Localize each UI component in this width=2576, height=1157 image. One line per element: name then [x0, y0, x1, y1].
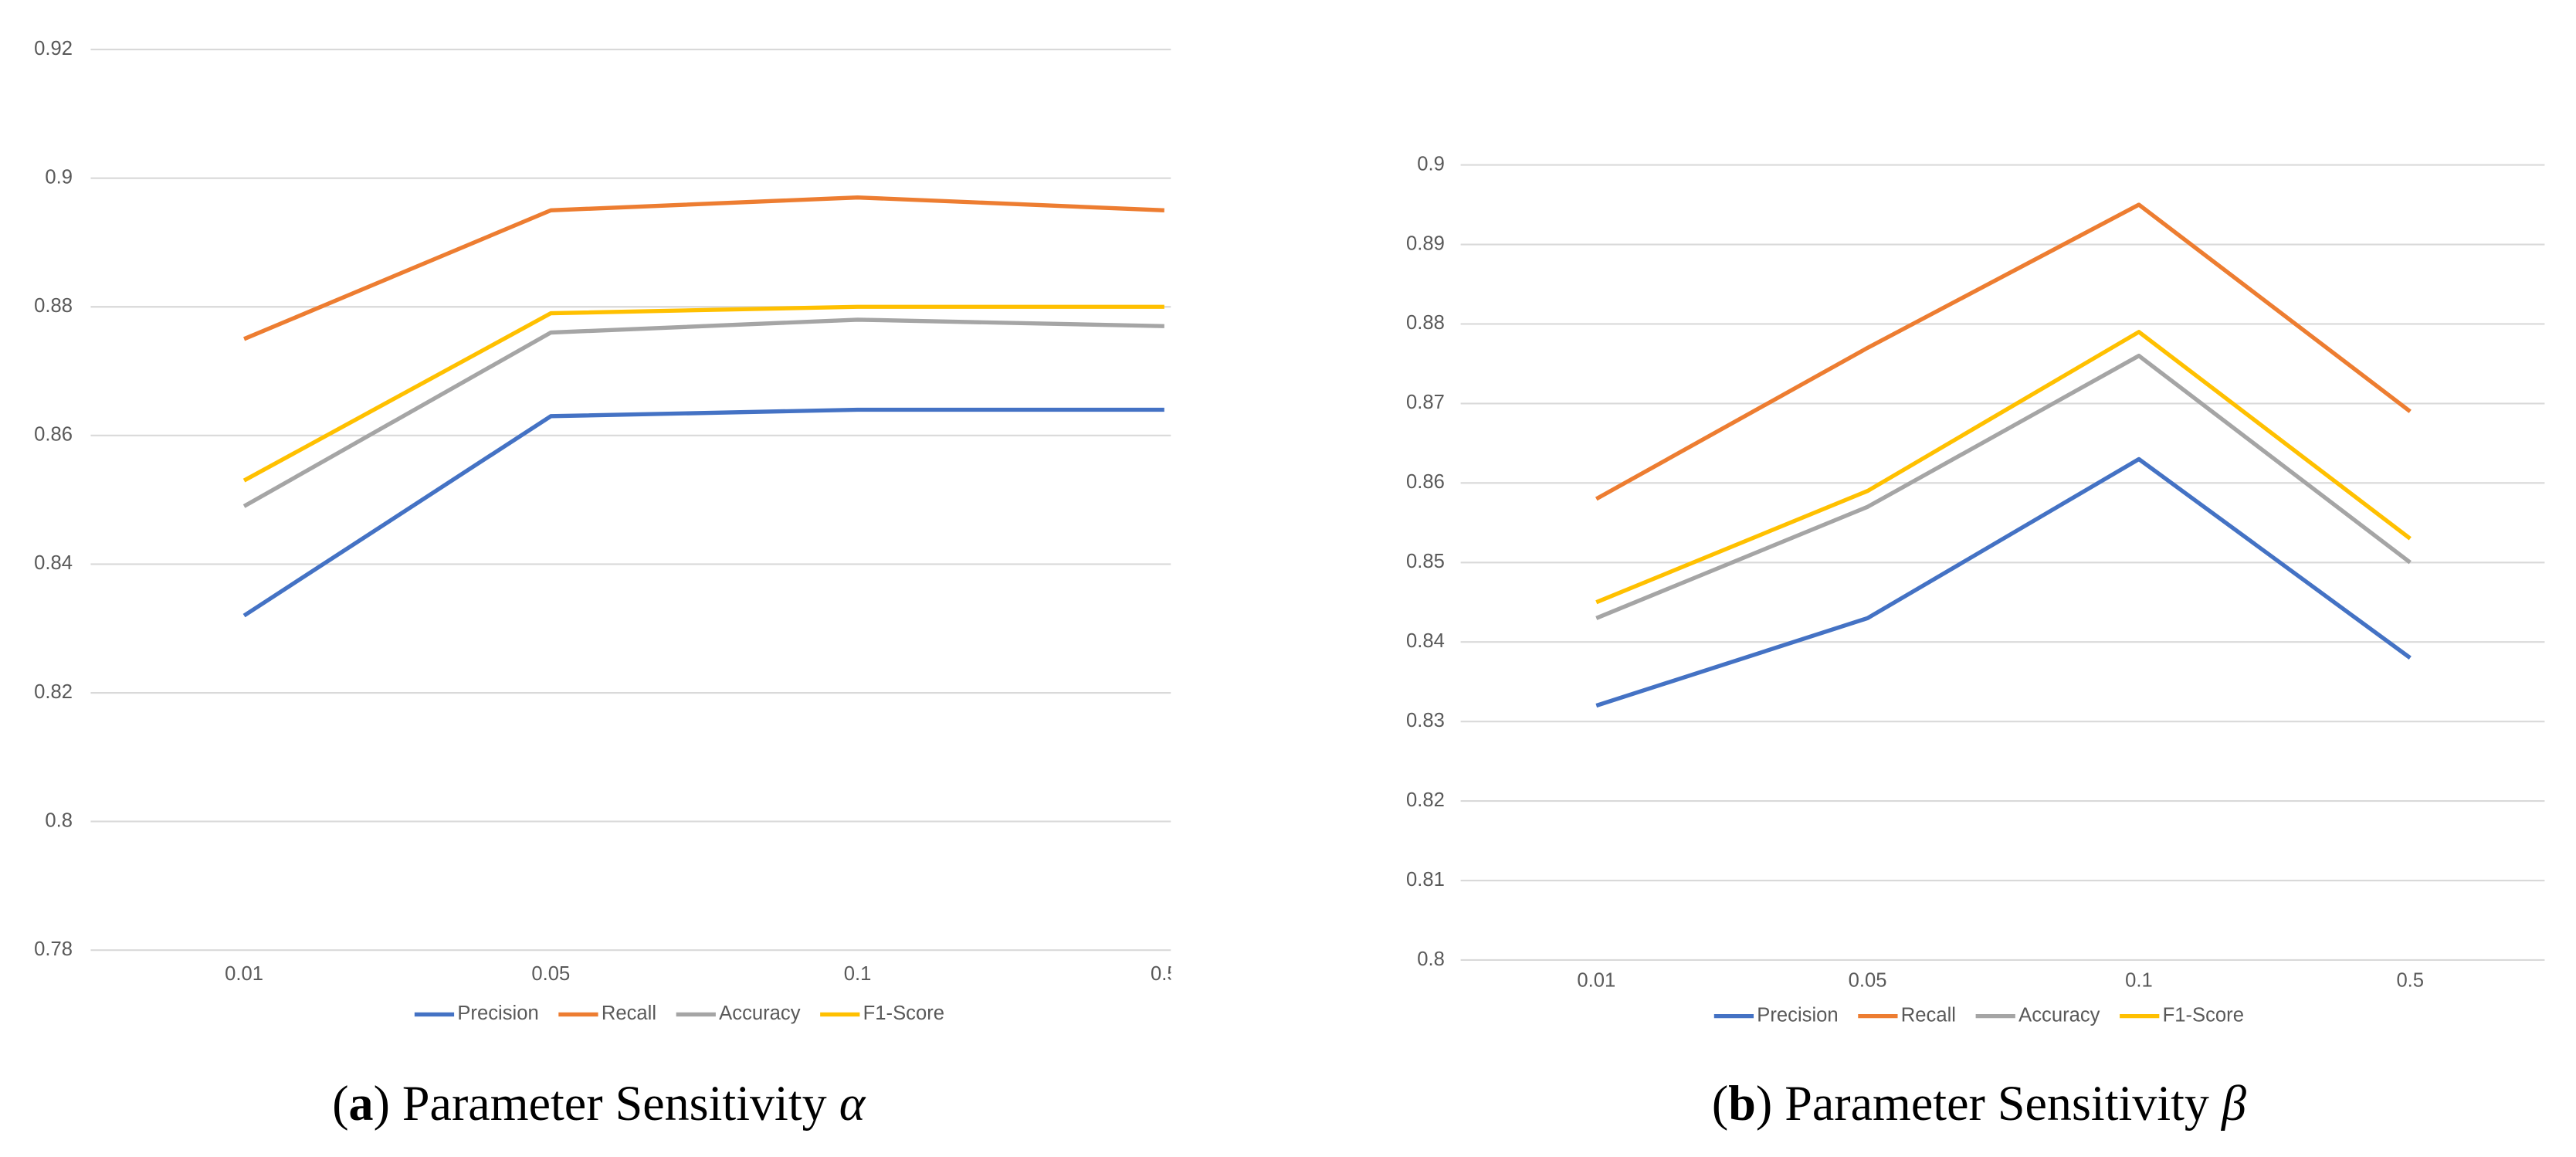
y-tick-label: 0.83 — [1406, 710, 1445, 731]
legend-label: Accuracy — [719, 1003, 801, 1024]
data-line — [242, 317, 1164, 508]
x-tick-label: 0.5 — [2396, 970, 2424, 992]
legend-label: Recall — [1901, 1004, 1956, 1026]
x-tick-label: 0.1 — [2125, 970, 2153, 992]
y-tick-label: 0.86 — [34, 424, 73, 446]
legend-label: Precision — [1757, 1004, 1838, 1026]
caption-part: ) Parameter Sensitivity — [1756, 1076, 2222, 1131]
y-tick-label: 0.8 — [45, 809, 73, 831]
y-tick-label: 0.9 — [1417, 153, 1445, 175]
caption-part: ) Parameter Sensitivity — [374, 1076, 839, 1131]
y-tick-label: 0.88 — [34, 295, 73, 317]
x-tick-label: 0.05 — [531, 963, 570, 985]
y-tick-label: 0.86 — [1406, 471, 1445, 493]
legend-label: Accuracy — [2018, 1004, 2100, 1026]
y-tick-label: 0.85 — [1406, 551, 1445, 572]
y-tick-label: 0.84 — [1406, 630, 1445, 652]
legend: Precision Recall Accuracy F1-Score — [414, 1003, 944, 1024]
caption-part: a — [349, 1076, 374, 1131]
y-tick-label: 0.8 — [1417, 948, 1445, 970]
data-line — [242, 407, 1164, 618]
caption-part: ( — [1712, 1076, 1728, 1131]
legend: Precision Recall Accuracy F1-Score — [1713, 1004, 2244, 1026]
chart: 0.8 0.81 0.82 0.83 0.84 0.85 0.86 0.87 0.88 0.89 0… — [1406, 153, 2545, 992]
data-line — [242, 304, 1164, 483]
legend-label: Precision — [457, 1003, 538, 1024]
x-tick-label: 0.01 — [1577, 970, 1615, 992]
y-tick-label: 0.89 — [1406, 232, 1445, 254]
data-line — [1595, 202, 2412, 501]
y-tick-label: 0.92 — [34, 38, 73, 59]
data-line — [1595, 353, 2412, 620]
caption: (b) Parameter Sensitivity β — [1712, 1076, 2246, 1131]
caption-part: b — [1728, 1076, 1756, 1131]
y-tick-label: 0.88 — [1406, 312, 1445, 334]
y-tick-label: 0.81 — [1406, 869, 1445, 891]
caption-part: ( — [332, 1076, 348, 1131]
y-tick-label: 0.78 — [34, 938, 73, 960]
x-tick-label: 0.1 — [844, 963, 872, 985]
legend-label: F1-Score — [2163, 1004, 2244, 1026]
x-tick-label: 0.01 — [225, 963, 263, 985]
caption-part: β — [2220, 1076, 2246, 1131]
y-tick-label: 0.82 — [1406, 789, 1445, 811]
caption: (a) Parameter Sensitivity α — [332, 1076, 866, 1131]
data-line — [243, 195, 1164, 341]
y-tick-label: 0.82 — [34, 681, 73, 703]
data-line — [1595, 330, 2412, 605]
y-tick-label: 0.84 — [34, 552, 73, 574]
chart: 0.78 0.8 0.82 0.84 0.86 0.88 0.9 0.92 0.01 0.05 0.… — [34, 38, 1178, 985]
data-line — [1595, 456, 2412, 708]
x-tick-label: 0.5 — [1151, 963, 1178, 985]
caption-part: α — [839, 1076, 866, 1131]
y-tick-label: 0.9 — [45, 166, 73, 188]
x-tick-label: 0.05 — [1849, 970, 1887, 992]
legend-label: F1-Score — [863, 1003, 944, 1024]
y-tick-label: 0.87 — [1406, 392, 1445, 413]
legend-label: Recall — [602, 1003, 656, 1024]
